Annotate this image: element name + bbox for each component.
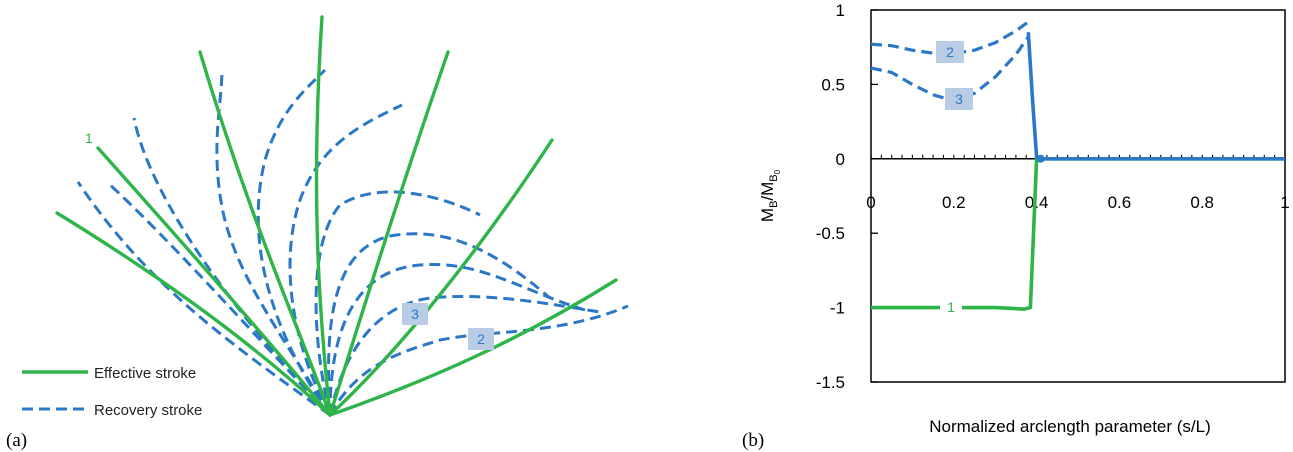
tag-label: 2	[946, 44, 954, 60]
recovery-curve	[76, 181, 331, 417]
series-line-blue-solid	[1026, 32, 1285, 161]
recovery-curve	[328, 262, 586, 416]
x-axis-title: Normalized arclength parameter (s/L)	[929, 417, 1211, 436]
recovery-curve	[132, 117, 332, 417]
series-line-2	[870, 20, 1030, 55]
x-tick-label: 0.8	[1190, 193, 1214, 212]
y-axis-title: MB/MB0	[758, 169, 782, 222]
tag-label: 3	[955, 91, 963, 107]
legend-entry-effective: Effective stroke	[22, 365, 196, 382]
legend: Effective stroke Recovery stroke	[22, 365, 202, 419]
recovery-stroke-curves	[76, 68, 629, 417]
y-tick-label: -1	[830, 299, 845, 318]
tag-box	[945, 88, 973, 110]
panel-label-b: (b)	[742, 430, 764, 451]
annotation-tag-3: 3	[402, 303, 428, 325]
label-mask	[940, 296, 962, 318]
tag-box	[468, 328, 494, 350]
effective-curve	[328, 50, 450, 417]
annotation-1: 1	[85, 130, 93, 146]
recovery-curve	[288, 103, 403, 416]
y-tick-label: 0.5	[821, 75, 845, 94]
legend-label-effective: Effective stroke	[94, 365, 196, 382]
effective-curve	[328, 138, 554, 417]
plot-area-frame	[870, 9, 1286, 383]
annotation-tag-2: 2	[936, 41, 964, 63]
recovery-curve	[314, 190, 481, 416]
tag-box	[402, 303, 428, 325]
y-tick-label: -0.5	[816, 224, 845, 243]
annotation-label-1: 1	[940, 296, 962, 318]
annotation-tag-2: 2	[468, 328, 494, 350]
y-axis-ticks: 1 0.5 0 -0.5 -1 -1.5	[816, 1, 1285, 392]
legend-entry-recovery: Recovery stroke	[22, 402, 202, 419]
tag-box	[936, 41, 964, 63]
recovery-curve	[106, 181, 332, 417]
panel-b-chart: (b) 1 0.5 0 -0.5 -1 -1.5 0 0.2 0.4 0.6 0.8 1 2 3 1…	[742, 1, 1290, 451]
annotation-tag-3: 3	[945, 88, 973, 110]
svg-text:MB/MB0: MB/MB0	[758, 169, 782, 222]
series-line-1	[871, 157, 1285, 311]
tag-label: 3	[411, 306, 419, 322]
tag-label: 2	[477, 331, 485, 347]
effective-curve	[96, 146, 332, 417]
y-tick-label: 1	[836, 1, 845, 20]
recovery-curve	[327, 232, 551, 416]
recovery-curve	[256, 68, 332, 416]
legend-label-recovery: Recovery stroke	[94, 402, 202, 419]
series-1-label: 1	[947, 299, 955, 315]
recovery-curve	[328, 295, 601, 416]
x-tick-label: 0	[866, 193, 875, 212]
x-tick-label: 1	[1280, 193, 1289, 212]
panel-a-cilia-diagram: Effective stroke Recovery stroke 1 3 2 (…	[6, 15, 629, 451]
effective-stroke-curves	[55, 15, 618, 417]
series-layer	[870, 20, 1285, 311]
y-tick-label: 0	[836, 150, 845, 169]
effective-curve	[55, 211, 332, 417]
recovery-curve	[328, 304, 629, 416]
x-tick-label: 0.2	[942, 193, 966, 212]
junction-point	[1036, 154, 1045, 163]
effective-curve	[198, 50, 332, 417]
panel-label-a: (a)	[6, 430, 27, 451]
x-tick-label: 0.4	[1025, 193, 1049, 212]
effective-curve	[314, 15, 332, 417]
effective-curve	[328, 278, 618, 417]
x-axis-ticks: 0 0.2 0.4 0.6 0.8 1	[866, 154, 1290, 212]
y-tick-label: -1.5	[816, 373, 845, 392]
x-tick-label: 0.6	[1108, 193, 1132, 212]
